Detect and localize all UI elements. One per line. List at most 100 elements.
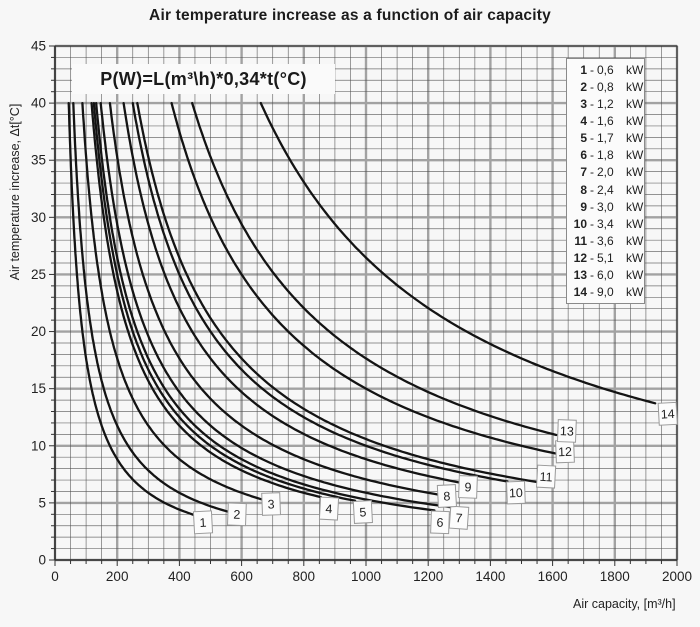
legend-curve-number: 10 <box>573 216 587 231</box>
curve-14 <box>259 101 657 405</box>
legend-unit: kW <box>626 285 644 300</box>
curve-label-14: 14 <box>657 401 678 426</box>
legend-separator: - <box>590 96 594 111</box>
legend-entry-3: 3-1,2 kW <box>567 96 644 112</box>
legend-separator: - <box>590 268 594 283</box>
legend-unit: kW <box>626 199 644 214</box>
legend-unit: kW <box>626 148 644 163</box>
curve-label-10: 10 <box>506 480 526 505</box>
legend-unit: kW <box>626 182 644 197</box>
legend-separator: - <box>590 148 594 163</box>
legend-power-value: 1,2 <box>597 96 614 111</box>
y-tick-label: 20 <box>31 324 46 339</box>
curve-label-number: 3 <box>267 497 274 511</box>
legend-unit: kW <box>626 233 644 248</box>
curve-label-box <box>557 419 577 443</box>
legend-entry-14: 14-9,0 kW <box>567 284 644 300</box>
curve-8 <box>108 101 441 496</box>
legend-power-value: 6,0 <box>597 268 614 283</box>
curve-label-box <box>318 496 340 521</box>
legend-separator: - <box>590 216 594 231</box>
curve-10 <box>131 101 509 483</box>
legend-power-value: 9,0 <box>597 285 614 300</box>
curve-label-11: 11 <box>536 464 557 489</box>
legend-unit: kW <box>626 251 644 266</box>
x-tick-label: 1000 <box>351 569 381 584</box>
legend-entry-2: 2-0,8 kW <box>567 79 644 95</box>
legend-curve-number: 9 <box>580 199 587 214</box>
x-tick-label: 1800 <box>600 569 630 584</box>
legend-entry-1: 1-0,6 kW <box>567 62 644 78</box>
legend-entry-10: 10-3,4 kW <box>567 216 644 232</box>
curve-label-number: 10 <box>509 486 523 500</box>
legend-separator: - <box>590 62 594 77</box>
x-tick-labels: 0 200 400 600 800 1000 1200 1400 1600 1800 2000 <box>51 569 692 584</box>
curve-label-9: 9 <box>458 475 478 499</box>
formula-box: P(W)=L(m³\h)*0,34*t(°C) <box>72 64 335 94</box>
y-axis-title: Air temperature increase, Δt[°C] <box>8 103 22 281</box>
curve-label-box <box>506 480 526 505</box>
legend-entry-11: 11-3,6 kW <box>567 233 644 249</box>
chart-title: Air temperature increase as a function o… <box>149 7 551 24</box>
legend-power-value: 1,8 <box>597 148 614 163</box>
curve-label-8: 8 <box>436 484 457 508</box>
legend-curve-number: 8 <box>580 182 587 197</box>
y-tick-label: 15 <box>31 381 46 396</box>
legend-power-value: 0,6 <box>597 62 614 77</box>
curve-label-5: 5 <box>352 500 373 524</box>
curve-9 <box>122 101 461 484</box>
x-tick-label: 400 <box>168 569 191 584</box>
curve-label-4: 4 <box>318 496 340 521</box>
legend-unit: kW <box>626 216 644 231</box>
curve-label-6: 6 <box>430 510 450 535</box>
curve-label-box <box>448 505 470 530</box>
legend-unit: kW <box>626 131 644 146</box>
legend-unit: kW <box>626 96 644 111</box>
x-axis-title: Air capacity, [m³/h] <box>573 597 676 611</box>
legend-separator: - <box>590 199 594 214</box>
legend-curve-number: 14 <box>573 285 587 300</box>
legend-unit: kW <box>626 113 644 128</box>
curve-label-number: 4 <box>325 502 333 516</box>
legend-curve-number: 12 <box>573 251 587 266</box>
curve-12 <box>170 101 557 455</box>
x-tick-label: 600 <box>230 569 253 584</box>
curve-label-box <box>536 464 557 489</box>
curve-4 <box>90 101 323 499</box>
legend-unit: kW <box>626 62 644 77</box>
legend-curve-number: 7 <box>580 165 587 180</box>
legend-power-value: 3,4 <box>597 216 614 231</box>
y-tick-label: 30 <box>31 210 46 225</box>
y-tick-labels: 0 5 10 15 20 25 30 35 40 45 <box>31 39 46 568</box>
x-tick-label: 2000 <box>662 569 692 584</box>
x-tick-label: 1400 <box>475 569 505 584</box>
x-tick-label: 800 <box>293 569 316 584</box>
curve-label-box <box>657 401 678 426</box>
formula-text: P(W)=L(m³\h)*0,34*t(°C) <box>100 68 307 89</box>
curve-label-box <box>352 500 373 524</box>
curve-label-number: 5 <box>359 505 367 519</box>
curve-label-number: 12 <box>558 445 572 459</box>
legend-entry-4: 4-1,6 kW <box>567 113 644 129</box>
curve-label-number: 8 <box>443 489 451 503</box>
legend-unit: kW <box>626 268 644 283</box>
curve-label-box <box>436 484 457 508</box>
curve-label-12: 12 <box>555 439 575 464</box>
curve-1 <box>67 101 197 517</box>
curve-6 <box>95 101 436 512</box>
legend-power-value: 1,6 <box>597 113 614 128</box>
legend-entry-12: 12-5,1 kW <box>567 250 644 266</box>
legend-power-value: 3,0 <box>597 199 614 214</box>
curves <box>67 101 657 517</box>
legend-entry-7: 7-2,0 kW <box>567 164 644 180</box>
legend: 1-0,6 kW 2-0,8 kW 3-1,2 kW 4-1,6 kW 5-1,7 kW 6-1,8… <box>566 58 645 304</box>
x-tick-label: 200 <box>106 569 129 584</box>
legend-power-value: 2,0 <box>597 165 614 180</box>
curve-label-number: 13 <box>560 424 574 438</box>
curve-3 <box>81 101 264 501</box>
curve-label-box <box>458 475 478 499</box>
curve-label-number: 1 <box>199 516 207 530</box>
curve-label-box <box>261 492 281 516</box>
